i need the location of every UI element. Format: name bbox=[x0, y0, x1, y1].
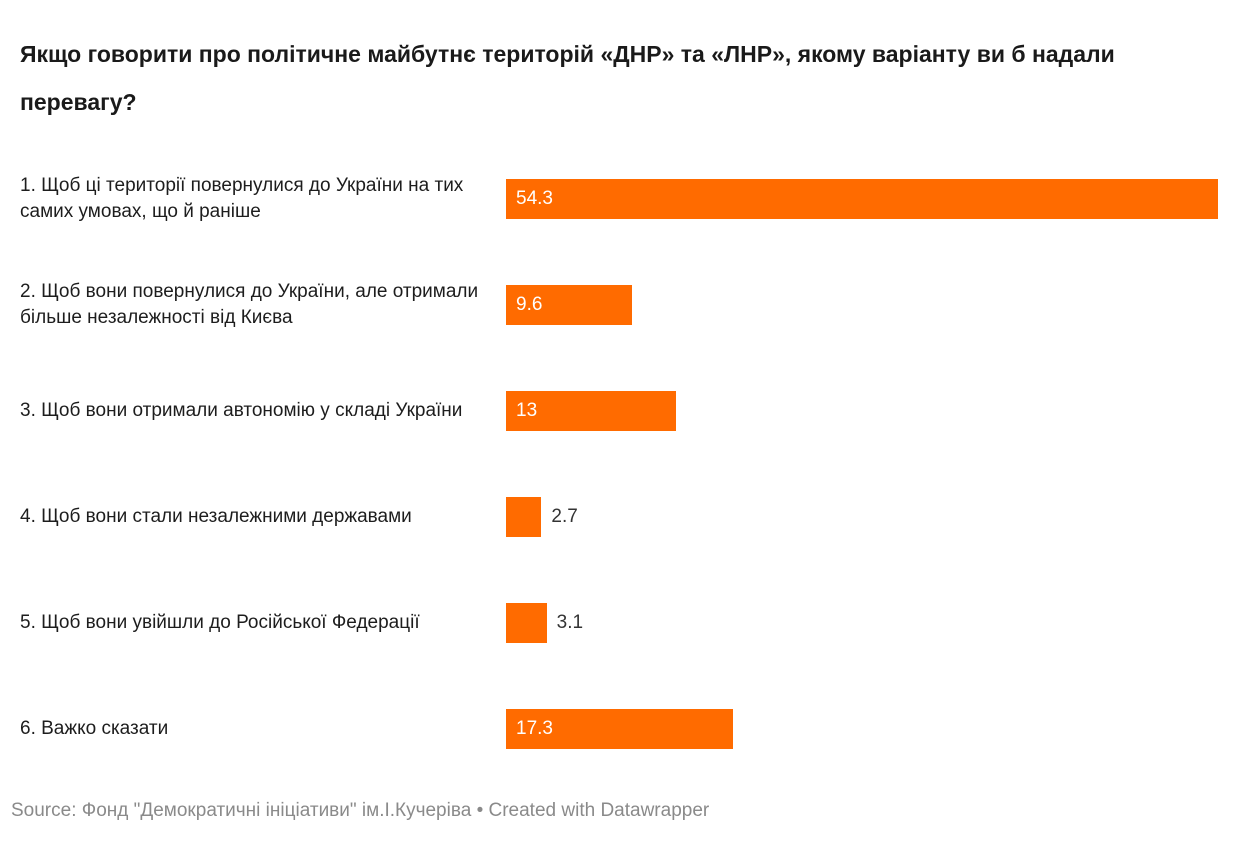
value-label: 54.3 bbox=[516, 188, 553, 209]
category-label: 1. Щоб ці території повернулися до Украї… bbox=[20, 175, 464, 222]
category-label: 2. Щоб вони повернулися до України, але … bbox=[20, 281, 479, 328]
bar bbox=[506, 709, 733, 749]
category-label: 3. Щоб вони отримали автономію у складі … bbox=[20, 400, 463, 421]
category-label: 4. Щоб вони стали незалежними державами bbox=[20, 506, 412, 527]
bar bbox=[506, 603, 547, 643]
bar bbox=[506, 391, 677, 431]
value-label: 17.3 bbox=[516, 718, 553, 739]
bar bbox=[506, 285, 632, 325]
value-label: 3.1 bbox=[556, 612, 584, 633]
chart-title: Якщо говорити про політичне майбутнє тер… bbox=[20, 41, 1115, 115]
value-label: 13 bbox=[516, 400, 538, 421]
bar bbox=[506, 497, 542, 537]
source-footer: Source: Фонд "Демократичні ініціативи" і… bbox=[11, 800, 710, 821]
bar bbox=[506, 179, 1218, 219]
category-label: 5. Щоб вони увійшли до Російської Федера… bbox=[20, 612, 420, 633]
value-label: 9.6 bbox=[516, 294, 543, 315]
value-label: 2.7 bbox=[551, 506, 578, 527]
category-label: 6. Важко сказати bbox=[20, 718, 169, 739]
